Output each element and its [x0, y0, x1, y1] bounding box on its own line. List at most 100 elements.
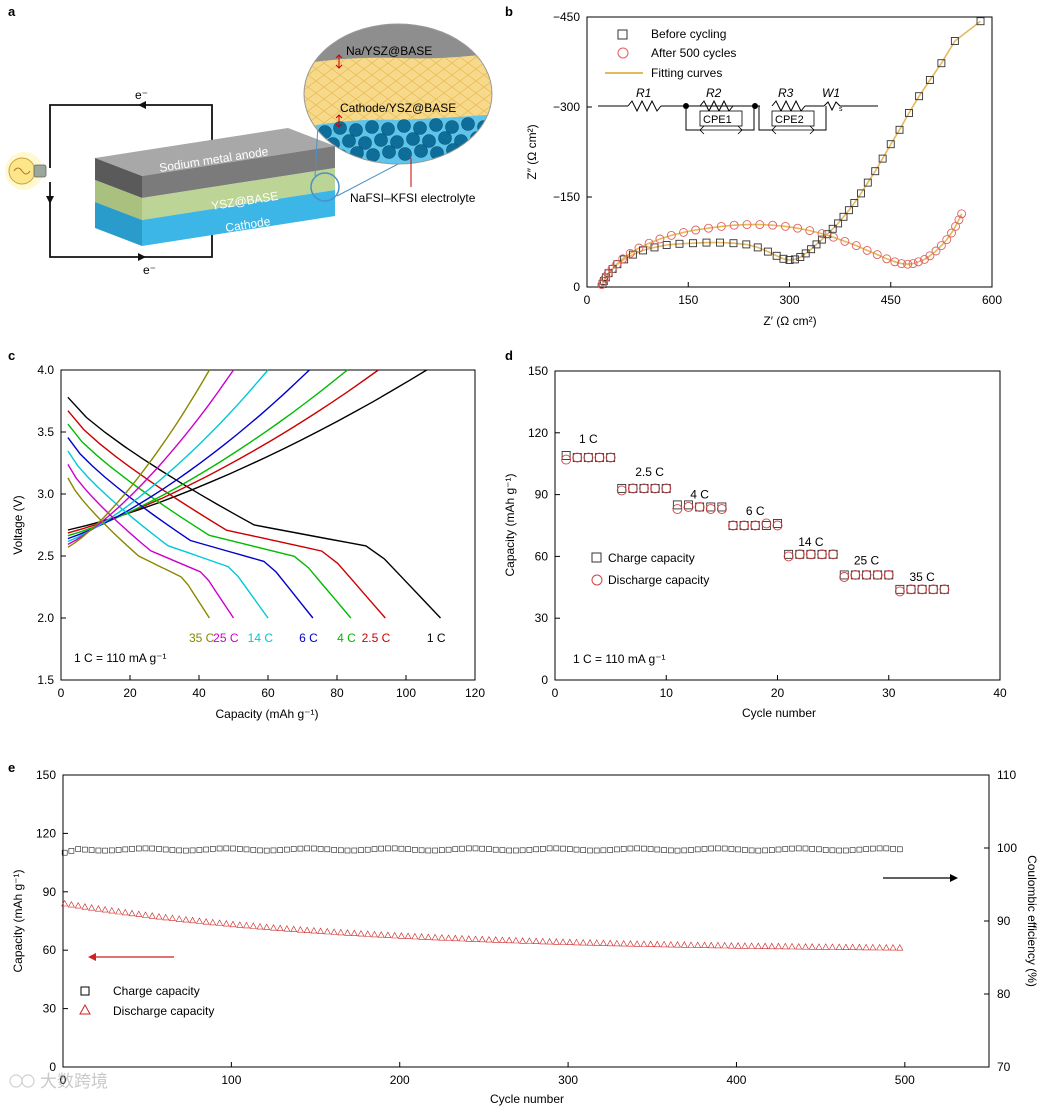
circuit-r1: R1 — [636, 86, 651, 100]
point-discharge — [761, 518, 772, 529]
x-tick-label: 300 — [558, 1073, 578, 1087]
point-discharge — [849, 943, 857, 950]
inset-label-top: Na/YSZ@BASE — [346, 44, 432, 58]
watermark-icon — [9, 1074, 23, 1088]
point-discharge — [74, 901, 82, 909]
point-efficiency — [472, 845, 479, 852]
y-axis-label-c: Voltage (V) — [11, 495, 25, 554]
axes-c: 0 20 40 60 80 100 120 1.5 2.0 2.5 3.0 3.5 4.0 — [37, 363, 485, 700]
point-discharge — [939, 584, 950, 595]
arrow-right-icon — [950, 874, 958, 882]
legend-discharge-e: Discharge capacity — [113, 1004, 214, 1018]
charge-curve — [67, 369, 235, 546]
point-discharge — [559, 938, 567, 945]
cathode-front-face — [142, 190, 335, 246]
point-charge — [795, 549, 805, 559]
point-after-500-cycles — [828, 232, 838, 242]
point-charge — [928, 584, 938, 594]
point-efficiency — [270, 847, 277, 854]
point-efficiency — [156, 846, 162, 852]
point-after-500-cycles — [872, 250, 882, 260]
point-discharge — [148, 912, 156, 919]
point-efficiency — [68, 847, 75, 854]
point-discharge — [616, 485, 627, 496]
cathode-particle — [342, 134, 356, 148]
circuit-w1: W1 — [822, 86, 840, 100]
point-before-cycling — [729, 239, 738, 248]
point-efficiency — [721, 845, 728, 852]
point-discharge — [525, 937, 533, 944]
point-efficiency — [344, 847, 351, 854]
point-efficiency — [115, 847, 122, 853]
point-efficiency — [614, 846, 620, 853]
point-discharge — [694, 941, 702, 948]
y-tick-label: 120 — [36, 826, 56, 840]
battery-stack: Sodium metal anode YSZ@BASE Cathode — [95, 89, 403, 246]
point-discharge — [613, 939, 621, 947]
point-after-500-cycles — [913, 257, 923, 267]
point-before-cycling — [689, 239, 697, 248]
point-discharge — [593, 939, 601, 946]
discharge-curve — [67, 410, 386, 619]
rate-label: 25 C — [854, 554, 880, 568]
y-tick-label: 120 — [528, 426, 548, 440]
y-axis-label-e: Capacity (mAh g⁻¹) — [11, 869, 25, 972]
point-discharge — [716, 504, 727, 514]
point-discharge — [249, 922, 257, 929]
point-efficiency — [587, 847, 593, 854]
point-discharge — [94, 905, 102, 912]
point-efficiency — [304, 845, 310, 852]
point-discharge — [384, 931, 392, 938]
point-efficiency — [479, 845, 486, 852]
point-discharge — [290, 925, 298, 932]
point-efficiency — [573, 846, 580, 853]
point-discharge — [761, 942, 769, 949]
point-discharge — [805, 549, 816, 560]
point-discharge — [88, 904, 96, 911]
legend-fit: Fitting curves — [651, 66, 722, 80]
x-tick-label: 0 — [60, 1073, 67, 1087]
y-tick-label: −300 — [553, 100, 580, 114]
point-efficiency — [869, 845, 876, 852]
point-discharge — [519, 937, 527, 944]
x-tick-label: 20 — [123, 686, 137, 700]
charge-curve — [67, 369, 211, 548]
point-discharge — [283, 925, 291, 932]
point-before-cycling — [702, 238, 711, 247]
y2-tick-label: 110 — [997, 768, 1016, 782]
point-efficiency — [75, 846, 81, 852]
point-before-cycling — [785, 256, 794, 264]
x-tick-label: 40 — [192, 686, 206, 700]
point-discharge — [700, 941, 709, 948]
point-after-500-cycles — [903, 259, 913, 269]
zoom-line-bottom — [336, 161, 403, 197]
point-efficiency — [351, 847, 358, 854]
charge-curve — [67, 369, 310, 540]
point-discharge — [705, 504, 716, 514]
circuit-r3: R3 — [778, 86, 794, 100]
point-discharge — [108, 906, 116, 914]
zoom-circle — [310, 172, 340, 202]
x-axis-label-b: Z′ (Ω cm²) — [763, 314, 816, 328]
point-efficiency — [82, 846, 88, 853]
circuit-wire-bottom — [49, 182, 213, 258]
point-discharge — [276, 924, 284, 931]
point-discharge — [817, 549, 827, 560]
x-tick-label: 60 — [261, 686, 275, 700]
point-efficiency — [694, 846, 701, 853]
point-charge — [906, 584, 916, 594]
cycling-points — [61, 845, 904, 951]
legend-after: After 500 cycles — [651, 46, 736, 60]
y-tick-label: 150 — [528, 364, 548, 378]
point-discharge — [889, 943, 897, 951]
point-discharge — [465, 935, 473, 942]
point-after-500-cycles — [942, 235, 952, 245]
point-efficiency — [701, 846, 708, 852]
point-discharge — [572, 452, 583, 463]
y-tick-label: 0 — [49, 1060, 56, 1074]
point-discharge — [216, 919, 224, 926]
point-discharge — [594, 452, 605, 463]
y-tick-label: 30 — [43, 1002, 57, 1016]
point-efficiency — [674, 847, 681, 854]
